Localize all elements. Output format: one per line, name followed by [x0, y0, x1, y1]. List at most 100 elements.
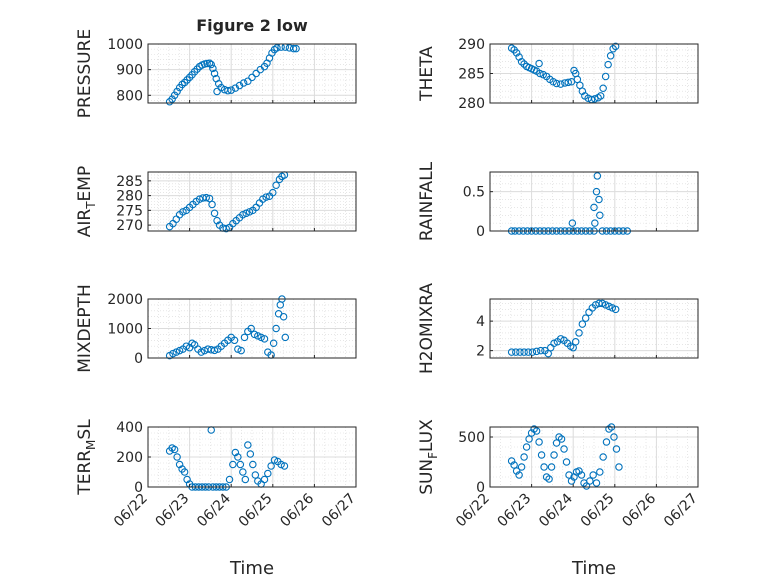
data-point	[517, 57, 526, 66]
data-point	[527, 429, 536, 437]
data-point	[564, 78, 572, 87]
y-tick-label: 270	[116, 218, 143, 234]
y-axis-label-main: AIR	[75, 209, 95, 238]
y-axis-label-main: SUN	[417, 459, 437, 495]
data-point	[205, 59, 214, 67]
data-point	[552, 79, 561, 88]
plot-area	[490, 172, 698, 231]
data-point	[568, 219, 577, 227]
data-point	[214, 80, 223, 88]
data-point	[610, 433, 618, 441]
data-point	[545, 475, 553, 483]
data-point	[596, 92, 605, 100]
y-tick-label: 400	[116, 420, 143, 436]
data-point	[537, 346, 545, 355]
data-point	[237, 346, 245, 355]
data-point	[560, 445, 568, 453]
data-point	[510, 461, 518, 469]
data-point	[249, 460, 257, 469]
data-point	[537, 451, 546, 459]
data-point	[609, 44, 617, 53]
y-tick-label: 900	[116, 63, 143, 79]
data-point	[183, 76, 191, 84]
axes-box	[489, 298, 699, 359]
y-axis-label: MIXDEPTH	[75, 284, 95, 373]
data-point	[292, 44, 300, 53]
y-axis-label: AIRTEMP	[75, 166, 98, 237]
y-tick-label: 0	[476, 224, 485, 240]
data-point	[540, 463, 548, 471]
subplot-6: 2 4 H2OMIXRA	[417, 283, 699, 374]
data-point	[590, 203, 598, 212]
data-point	[552, 439, 561, 447]
y-axis-label-subscript: F	[426, 452, 440, 459]
data-point	[556, 80, 565, 88]
data-point	[578, 320, 587, 328]
data-point	[586, 477, 594, 485]
data-point	[575, 467, 583, 475]
data-point	[236, 460, 245, 469]
data-point	[571, 338, 580, 346]
y-axis-label-rest: EMP	[75, 166, 95, 202]
data-point	[582, 482, 591, 490]
y-tick-label: 0.5	[463, 185, 485, 201]
data-point	[557, 435, 566, 443]
data-point	[273, 44, 281, 52]
data-point	[260, 475, 269, 484]
y-axis-label: THETA	[417, 46, 437, 102]
data-point	[241, 475, 250, 484]
y-axis-label-rest: LUX	[417, 419, 437, 452]
data-point	[251, 471, 260, 479]
subplot-5: 0 1000 2000 MIXDEPTH	[75, 284, 357, 373]
data-point	[536, 69, 544, 78]
data-point	[512, 467, 521, 475]
data-point	[535, 438, 543, 446]
subplot-1: 800 900 1000 PRESSURE	[75, 29, 357, 118]
data-point	[532, 347, 541, 356]
data-point	[577, 471, 586, 479]
data-point	[602, 438, 611, 446]
subplot-2: 280 285 290 THETA	[417, 37, 699, 112]
data-point	[591, 219, 599, 227]
data-point	[210, 209, 219, 218]
data-point	[222, 224, 230, 233]
y-axis-label: SUNFLUX	[417, 419, 440, 495]
y-tick-label: 0	[134, 351, 143, 367]
data-point	[512, 49, 521, 57]
data-point	[562, 458, 571, 466]
y-tick-label: 275	[116, 203, 143, 219]
data-point	[190, 67, 199, 76]
data-point	[520, 453, 528, 461]
data-point	[239, 468, 247, 476]
data-point	[272, 181, 280, 190]
data-point	[595, 299, 603, 308]
axes-box	[489, 171, 699, 232]
y-tick-label: 2000	[107, 292, 143, 308]
data-point	[244, 441, 252, 449]
data-point	[267, 462, 275, 470]
data-point	[575, 329, 583, 337]
subplot-4: 0 0.5 RAINFALL	[417, 161, 699, 241]
data-point	[550, 451, 558, 459]
data-point	[524, 348, 533, 356]
data-point	[208, 200, 216, 209]
data-point	[173, 453, 181, 461]
data-point	[227, 86, 235, 94]
data-point	[247, 324, 255, 333]
data-point	[272, 324, 280, 333]
data-point	[248, 73, 256, 82]
data-point	[515, 471, 523, 479]
y-tick-label: 800	[116, 88, 143, 104]
data-point	[280, 462, 289, 470]
data-point	[229, 460, 237, 469]
y-axis-label: TERRMSL	[75, 419, 98, 496]
data-point	[210, 346, 219, 355]
data-point	[591, 95, 599, 103]
data-point	[604, 60, 612, 69]
data-point	[547, 463, 556, 471]
y-axis-label: PRESSURE	[75, 29, 95, 118]
data-point	[593, 172, 602, 180]
data-point	[599, 84, 607, 93]
